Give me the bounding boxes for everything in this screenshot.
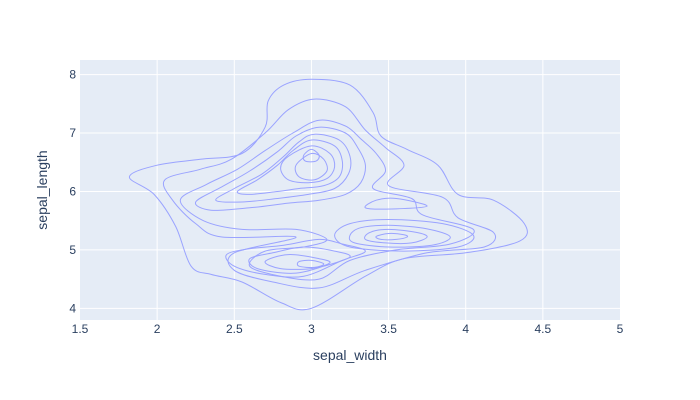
contour-line [225,238,366,278]
x-tick-label: 4 [462,322,469,336]
contour-line [364,197,428,210]
contour-line [236,139,344,195]
contour-line [375,232,409,241]
y-tick-label: 4 [69,301,76,315]
y-tick-label: 7 [69,126,76,140]
y-tick-label: 8 [69,68,76,82]
contour-line [294,152,328,181]
x-tick-label: 2.5 [226,322,243,336]
contour-line [162,98,496,289]
y-axis-ticks: 4 5 6 7 8 [69,68,76,316]
contour-line [215,133,352,203]
contour-line [194,126,366,211]
contour-line [364,228,428,244]
grid-lines [80,60,620,320]
y-tick-label: 5 [69,243,76,257]
contour-lines [128,78,528,311]
contour-line [280,145,336,184]
x-axis-title: sepal_width [313,347,387,363]
x-tick-label: 2 [154,322,161,336]
contour-line [248,246,351,274]
x-axis-ticks: 1.5 2 2.5 3 3.5 4 4.5 5 [72,322,624,336]
x-tick-label: 1.5 [72,322,89,336]
contour-line [334,218,475,252]
x-tick-label: 3 [308,322,315,336]
y-axis-title: sepal_length [34,150,50,229]
contour-line [128,78,528,311]
x-tick-label: 4.5 [535,322,552,336]
x-tick-label: 5 [617,322,624,336]
contour-line [264,254,331,270]
contour-line [302,148,320,163]
plot-background [80,60,620,320]
y-tick-label: 6 [69,184,76,198]
x-tick-label: 3.5 [380,322,397,336]
contour-line [296,259,325,269]
contour-line [348,224,451,248]
